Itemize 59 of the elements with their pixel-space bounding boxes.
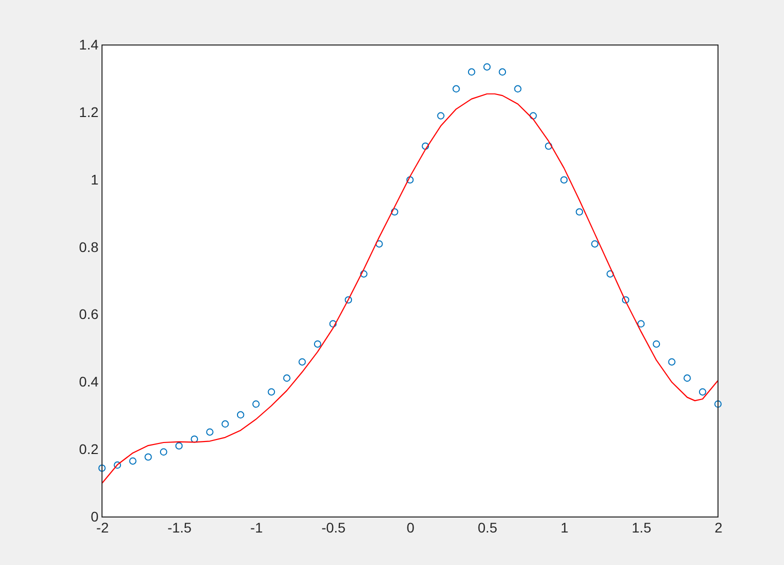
x-tick-label: 1.5 [632,520,652,536]
point [637,320,645,328]
point [329,320,337,328]
point [483,63,491,71]
x-tick-label: 2 [714,520,723,536]
point [144,453,152,461]
point [684,374,691,382]
point [498,68,506,76]
point [437,112,444,120]
point [422,142,430,150]
point [406,176,414,184]
point [622,296,630,304]
point [576,208,584,216]
x-tick-label: 1 [560,520,569,536]
point [114,461,122,469]
point [360,270,368,278]
point [98,464,106,472]
point [668,358,676,366]
point [298,358,306,366]
point [206,428,214,436]
point [390,208,398,216]
point [129,457,136,465]
point [652,340,660,348]
point [468,68,476,76]
point [544,142,552,150]
y-tick-label: 1 [90,171,99,188]
x-tick-label: -1.5 [167,520,192,536]
point [344,296,352,304]
x-tick-label: 0.5 [478,520,498,536]
point [698,388,706,396]
point [606,270,614,278]
line-series [102,93,718,484]
point [190,435,198,443]
point [283,374,290,382]
point [514,85,522,92]
point [452,85,460,92]
point [714,400,722,408]
x-tick-label: -0.5 [321,520,346,536]
point [530,112,537,120]
point [175,442,183,450]
point [560,176,568,184]
point [160,448,168,456]
point [252,400,260,408]
point [376,240,383,248]
point [591,240,598,248]
y-tick-label: 0 [90,508,99,524]
x-tick-label: -1 [250,520,263,536]
y-tick-label: 0.6 [79,306,99,322]
point [268,388,276,396]
y-tick-label: 0.8 [79,238,99,255]
point [236,411,244,418]
y-tick-label: 1.2 [79,104,99,120]
point [314,340,322,348]
x-tick-label: 0 [406,520,415,536]
point [222,420,229,428]
y-tick-label: 0.2 [79,441,99,458]
x-tick-label: -2 [96,520,109,536]
y-tick-label: 1.4 [79,36,99,52]
y-tick-label: 0.4 [79,374,99,390]
